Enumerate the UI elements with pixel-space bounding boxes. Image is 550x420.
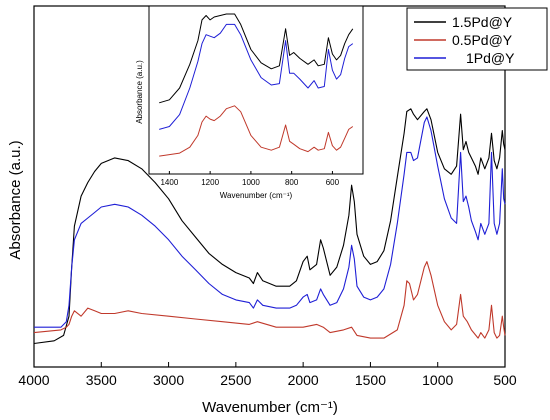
legend-box xyxy=(406,7,548,71)
legend: 1.5Pd@Y 0.5Pd@Y 1Pd@Y xyxy=(406,7,548,71)
inset-y-axis-label: Absorbance (a.u.) xyxy=(135,60,144,124)
main-series-0-5pd-y xyxy=(33,261,506,339)
inset-x-axis-label: Wavenumber (cm⁻¹) xyxy=(220,191,293,200)
inset-background xyxy=(149,6,363,174)
legend-label-3: 1Pd@Y xyxy=(466,50,515,66)
inset-x-ticks: 1400 1200 1000 800 600 xyxy=(160,171,340,187)
inset-x-tick-label: 800 xyxy=(285,178,299,187)
main-x-tick-label: 3500 xyxy=(86,372,117,388)
inset-series-trace-2 xyxy=(159,23,354,130)
main-x-tick-label: 1000 xyxy=(422,372,453,388)
main-x-tick-label: 2000 xyxy=(288,372,319,388)
main-x-tick-label: 4000 xyxy=(18,372,49,388)
inset-x-tick-label: 600 xyxy=(326,178,340,187)
inset-x-tick-label: 1200 xyxy=(201,178,219,187)
inset-series-trace-1 xyxy=(159,13,354,104)
inset-x-tick-label: 1400 xyxy=(160,178,178,187)
inset-x-tick-label: 1000 xyxy=(242,178,260,187)
inset-chart: 1400 1200 1000 800 600 Wavenumber (cm⁻¹) Abs… xyxy=(135,5,364,200)
main-x-tick-label: 2500 xyxy=(220,372,251,388)
main-x-tick-label: 1500 xyxy=(355,372,386,388)
main-x-tick-label: 500 xyxy=(493,372,517,388)
legend-label-1: 1.5Pd@Y xyxy=(452,14,513,30)
main-series-1pd-y xyxy=(34,116,506,328)
inset-plot-frame xyxy=(148,5,364,175)
inset-series-trace-3 xyxy=(159,105,354,157)
main-x-axis-label: Wavenumber (cm⁻¹) xyxy=(202,399,338,416)
legend-label-2: 0.5Pd@Y xyxy=(452,32,513,48)
main-series-group xyxy=(33,108,506,345)
main-x-tick-label: 3000 xyxy=(153,372,184,388)
inset-series-group xyxy=(159,13,354,157)
main-chart: 4000 3500 3000 2500 2000 1500 1000 500 Wavenumb… xyxy=(7,5,517,416)
main-y-axis-label: Absorbance (a.u.) xyxy=(7,140,24,259)
main-x-ticks: 4000 3500 3000 2500 2000 1500 1000 500 xyxy=(18,362,517,388)
main-series-1-5pd-y xyxy=(33,108,506,345)
